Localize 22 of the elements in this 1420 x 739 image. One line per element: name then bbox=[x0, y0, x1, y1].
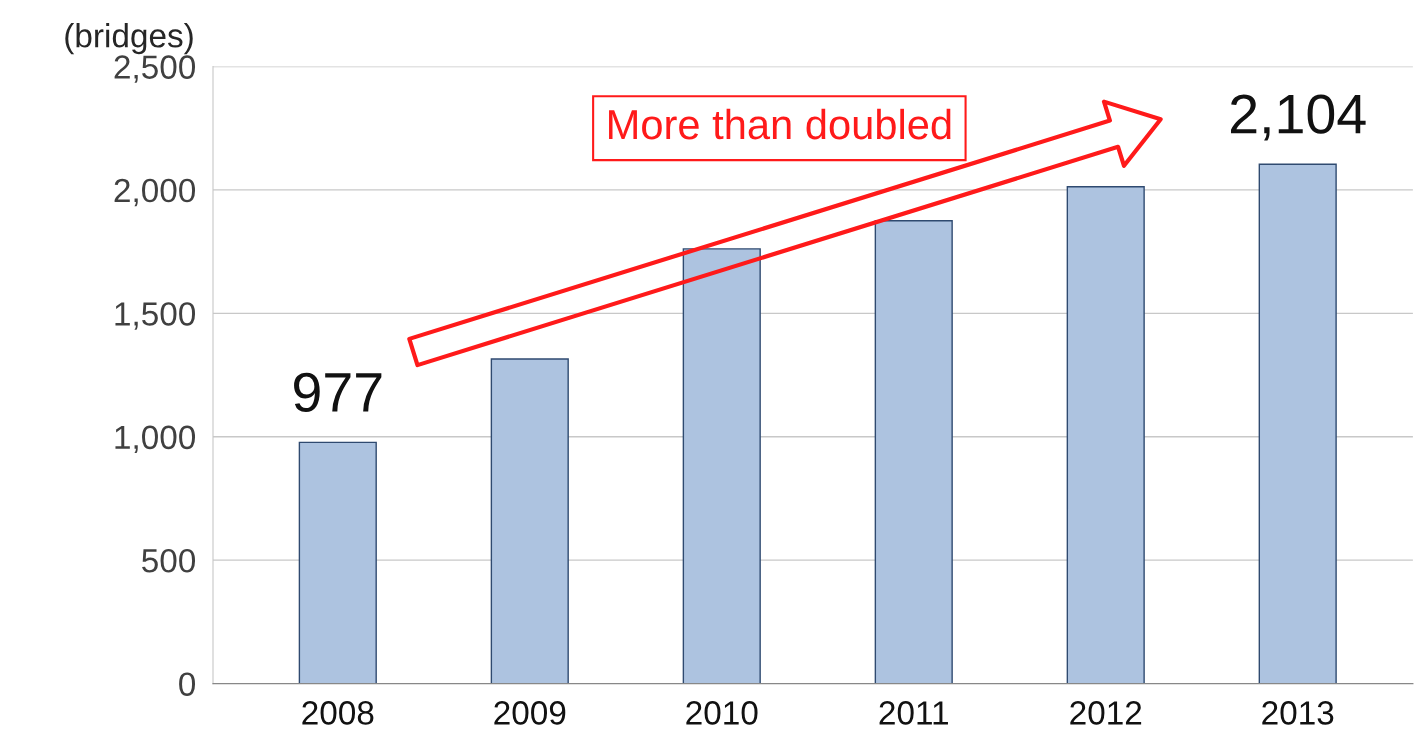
bar bbox=[1066, 186, 1145, 684]
data-label: 977 bbox=[294, 372, 382, 412]
bar bbox=[298, 441, 377, 684]
x-tick-label: 2009 bbox=[494, 701, 566, 725]
x-tick-label: 2010 bbox=[686, 701, 758, 725]
x-tick-label: 2012 bbox=[1070, 701, 1142, 725]
x-tick-label: 2013 bbox=[1262, 701, 1334, 725]
y-tick-label: 1,000 bbox=[115, 425, 196, 454]
y-tick-label: 2,500 bbox=[114, 55, 196, 83]
bar bbox=[682, 248, 761, 684]
annotation: More than doubled bbox=[609, 108, 951, 140]
y-axis-title: (bridges) bbox=[65, 23, 193, 55]
bar bbox=[874, 220, 953, 684]
data-label: 2,104 bbox=[1231, 94, 1366, 141]
y-tick-label: 500 bbox=[142, 548, 196, 573]
x-tick-label: 2011 bbox=[879, 701, 948, 725]
y-tick-label: 2,000 bbox=[114, 178, 196, 207]
x-tick-label: 2008 bbox=[302, 701, 374, 725]
bar bbox=[490, 358, 569, 684]
bar bbox=[1258, 163, 1337, 684]
y-tick-label: 0 bbox=[179, 672, 196, 696]
y-tick-label: 1,500 bbox=[115, 302, 196, 330]
